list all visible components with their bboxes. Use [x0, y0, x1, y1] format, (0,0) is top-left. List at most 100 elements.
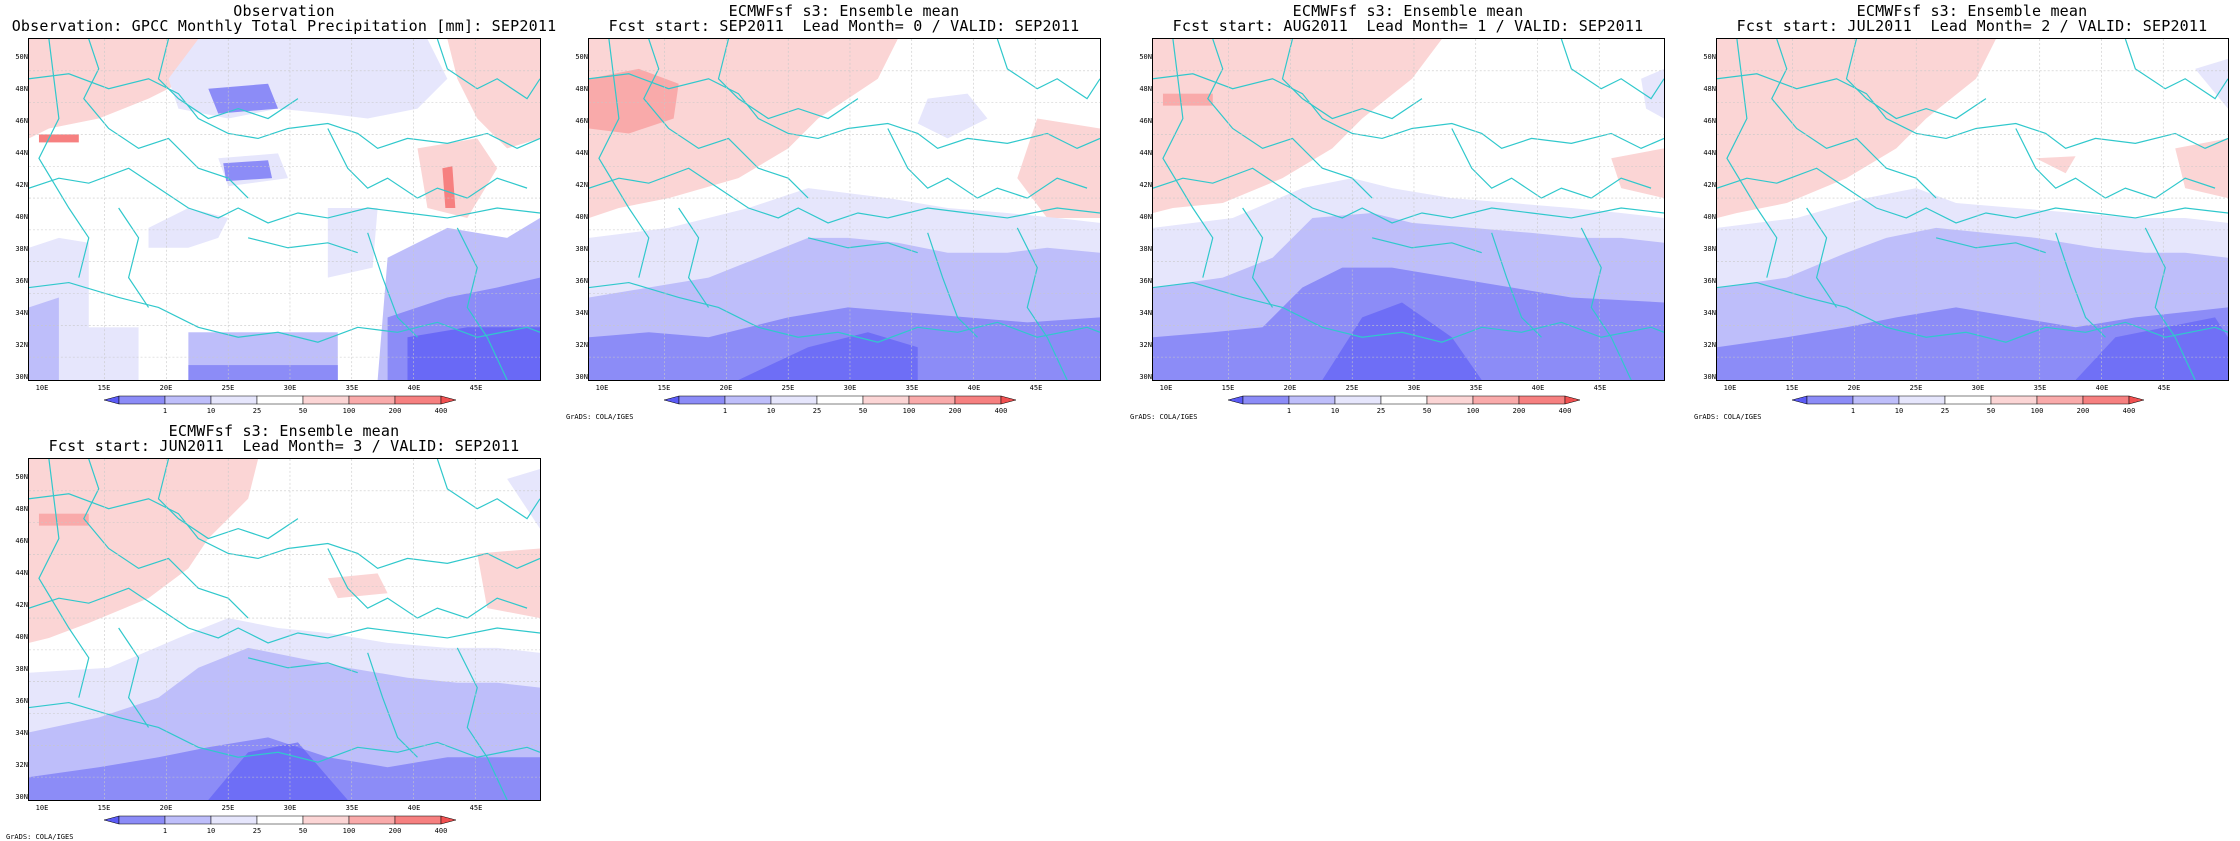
- lon-tick: 20E: [719, 384, 733, 392]
- colorbar-level: 400: [2123, 407, 2136, 415]
- lat-tick: 38N: [1139, 245, 1152, 253]
- grads-credit: GrADS: COLA/IGES: [6, 833, 74, 841]
- colorbar-level: 100: [1467, 407, 1480, 415]
- colorbar-level: 50: [299, 407, 307, 415]
- lat-tick: 34N: [1703, 309, 1716, 317]
- lon-tick: 15E: [657, 384, 671, 392]
- colorbar: 1 10 25 50 100 200 400: [103, 395, 457, 415]
- lat-tick: 30N: [15, 793, 28, 801]
- precipitation-map: [1152, 38, 1665, 381]
- panel-title: ECMWFsf s3: Ensemble mean: [1856, 2, 2088, 20]
- lat-tick: 30N: [1139, 373, 1152, 381]
- precipitation-map: [28, 458, 541, 801]
- colorbar-level: 100: [343, 407, 356, 415]
- lon-tick: 40E: [2095, 384, 2109, 392]
- lon-tick: 25E: [1345, 384, 1359, 392]
- lon-tick: 35E: [345, 384, 359, 392]
- colorbar-level: 1: [163, 827, 167, 835]
- map-panel-observation: Observation Observation: GPCC Monthly To…: [4, 0, 564, 420]
- lat-tick: 40N: [1703, 213, 1716, 221]
- lon-tick: 45E: [2157, 384, 2171, 392]
- map-panel-lead-3: ECMWFsf s3: Ensemble mean Fcst start: JU…: [4, 420, 564, 841]
- panel-title: ECMWFsf s3: Ensemble mean: [168, 422, 400, 440]
- panel-subtitle: Fcst start: JUN2011 Lead Month= 3 / VALI…: [48, 437, 520, 455]
- colorbar: 1 10 25 50 100 200 400: [663, 395, 1017, 415]
- precipitation-map: [588, 38, 1101, 381]
- lat-tick: 40N: [575, 213, 588, 221]
- lat-tick: 44N: [1139, 149, 1152, 157]
- lon-tick: 25E: [1909, 384, 1923, 392]
- colorbar-level: 100: [903, 407, 916, 415]
- lat-tick: 36N: [575, 277, 588, 285]
- lat-tick: 46N: [15, 537, 28, 545]
- map-canvas: [29, 459, 540, 800]
- lon-tick: 30E: [1971, 384, 1985, 392]
- lat-tick: 30N: [15, 373, 28, 381]
- panel-title: Observation: [233, 2, 335, 20]
- panel-subtitle: Observation: GPCC Monthly Total Precipit…: [11, 17, 557, 35]
- lon-tick: 15E: [97, 804, 111, 812]
- map-panel-lead-0: ECMWFsf s3: Ensemble mean Fcst start: SE…: [564, 0, 1124, 421]
- lon-tick: 10E: [35, 804, 49, 812]
- colorbar-level: 50: [1423, 407, 1431, 415]
- lat-tick: 48N: [15, 85, 28, 93]
- lat-tick: 36N: [1703, 277, 1716, 285]
- colorbar-level: 200: [2077, 407, 2090, 415]
- lat-tick: 42N: [1139, 181, 1152, 189]
- lon-tick: 10E: [1723, 384, 1737, 392]
- lat-tick: 44N: [15, 149, 28, 157]
- panel-subtitle: Fcst start: JUL2011 Lead Month= 2 / VALI…: [1736, 17, 2208, 35]
- lat-tick: 48N: [1139, 85, 1152, 93]
- lat-tick: 38N: [1703, 245, 1716, 253]
- map-panel-lead-1: ECMWFsf s3: Ensemble mean Fcst start: AU…: [1128, 0, 1688, 421]
- lat-tick: 46N: [15, 117, 28, 125]
- lat-tick: 42N: [15, 181, 28, 189]
- lat-tick: 46N: [1139, 117, 1152, 125]
- lat-tick: 34N: [15, 309, 28, 317]
- lat-tick: 32N: [575, 341, 588, 349]
- lat-tick: 38N: [15, 665, 28, 673]
- lat-tick: 50N: [15, 53, 28, 61]
- colorbar-level: 10: [1331, 407, 1339, 415]
- lat-tick: 32N: [15, 761, 28, 769]
- colorbar-level: 50: [299, 827, 307, 835]
- lon-tick: 40E: [407, 384, 421, 392]
- panel-subtitle: Fcst start: AUG2011 Lead Month= 1 / VALI…: [1172, 17, 1644, 35]
- lon-tick: 35E: [345, 804, 359, 812]
- grads-credit: GrADS: COLA/IGES: [1694, 413, 1762, 421]
- colorbar-level: 1: [723, 407, 727, 415]
- lat-tick: 50N: [1139, 53, 1152, 61]
- lat-tick: 38N: [15, 245, 28, 253]
- colorbar-level: 10: [207, 407, 215, 415]
- colorbar-level: 100: [2031, 407, 2044, 415]
- colorbar-level: 25: [1941, 407, 1949, 415]
- lat-tick: 44N: [575, 149, 588, 157]
- lat-tick: 34N: [575, 309, 588, 317]
- lat-tick: 40N: [1139, 213, 1152, 221]
- lat-tick: 50N: [1703, 53, 1716, 61]
- colorbar-level: 1: [1851, 407, 1855, 415]
- lat-tick: 48N: [575, 85, 588, 93]
- lat-tick: 48N: [15, 505, 28, 513]
- lat-tick: 46N: [575, 117, 588, 125]
- precipitation-map: [1716, 38, 2229, 381]
- lon-tick: 25E: [221, 804, 235, 812]
- colorbar: 1 10 25 50 100 200 400: [1791, 395, 2145, 415]
- colorbar-level: 400: [995, 407, 1008, 415]
- lon-tick: 30E: [1407, 384, 1421, 392]
- colorbar-level: 400: [1559, 407, 1572, 415]
- precipitation-map: [28, 38, 541, 381]
- colorbar-level: 100: [343, 827, 356, 835]
- lat-tick: 50N: [575, 53, 588, 61]
- lon-tick: 45E: [469, 384, 483, 392]
- colorbar-level: 50: [859, 407, 867, 415]
- colorbar-level: 1: [163, 407, 167, 415]
- colorbar-level: 50: [1987, 407, 1995, 415]
- lat-tick: 50N: [15, 473, 28, 481]
- lon-tick: 40E: [407, 804, 421, 812]
- map-canvas: [589, 39, 1100, 380]
- map-canvas: [29, 39, 540, 380]
- colorbar-level: 200: [1513, 407, 1526, 415]
- lon-tick: 15E: [1221, 384, 1235, 392]
- lon-tick: 35E: [2033, 384, 2047, 392]
